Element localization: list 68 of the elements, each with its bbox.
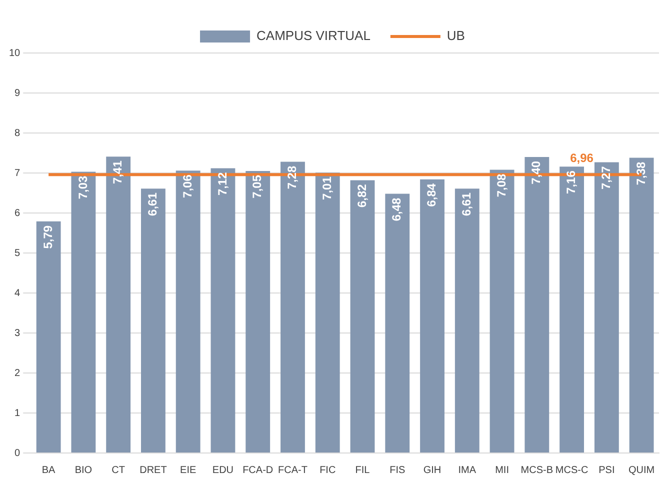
data-label: 7,01 [320,176,334,200]
x-tick-label: FCA-T [278,464,308,476]
bar [350,180,375,452]
x-tick-label: FIC [320,464,336,476]
data-label: 7,40 [529,160,544,184]
bar [490,170,514,452]
x-tick-label: BIO [74,464,92,476]
data-label: 5,79 [40,225,55,249]
x-tick-label: FIS [390,464,406,476]
bar [385,194,410,452]
x-tick-label: MCS-C [555,464,588,476]
bar [420,179,444,452]
bar [36,221,61,452]
bar [560,166,584,452]
bar [176,170,200,452]
data-label: 7,12 [215,172,230,196]
data-label: 6,84 [424,183,439,207]
x-tick-label: BA [42,464,56,476]
bar [524,157,550,452]
legend-label: UB [446,28,465,44]
x-tick-label: GIH [423,464,442,476]
x-tick-label: DRET [140,464,167,476]
y-tick-label: 9 [14,88,21,99]
bar [594,162,619,452]
data-label: 6,82 [354,184,369,208]
x-tick-label: MCS-B [520,464,554,476]
x-tick-label: PSI [598,464,615,476]
y-tick-label: 5 [14,248,21,259]
data-label: 7,16 [564,170,578,194]
data-label: 7,41 [110,160,125,184]
y-tick-label: 1 [14,408,21,419]
x-tick-label: IMA [458,464,476,476]
y-tick-label: 10 [9,48,21,59]
y-tick-label: 2 [14,368,21,379]
x-tick-label: MII [495,464,509,476]
data-label: 6,61 [146,192,160,216]
data-label: 7,05 [250,174,264,198]
bar [141,188,166,452]
bar [629,158,654,452]
bar [246,171,270,452]
data-label: 7,27 [598,166,613,190]
x-tick-label: EDU [212,464,234,476]
x-tick-label: FIL [355,464,370,476]
data-label: 6,61 [459,192,474,216]
y-tick-label: 7 [14,168,21,179]
data-label: 7,08 [494,173,508,198]
data-label: 6,48 [390,197,404,222]
data-label: 7,03 [76,175,90,200]
bar [315,172,340,452]
bar [280,162,305,452]
x-tick-label: QUIM [628,464,655,476]
legend-label: CAMPUS VIRTUAL [256,28,370,44]
x-tick-label: FCA-D [242,464,274,476]
y-tick-label: 0 [14,448,21,459]
y-tick-label: 3 [14,328,21,339]
data-label: 6,96 [570,150,594,165]
bar [210,168,236,452]
x-tick-label: CT [112,464,125,476]
x-tick-label: EIE [180,464,196,476]
data-label: 7,38 [634,161,648,186]
bar [106,156,131,452]
y-tick-label: 4 [14,288,21,299]
data-label: 7,06 [180,174,194,198]
bar [71,172,96,452]
bar [454,188,480,452]
y-tick-label: 8 [14,128,21,139]
y-tick-label: 6 [14,208,21,219]
data-label: 7,28 [285,165,300,190]
